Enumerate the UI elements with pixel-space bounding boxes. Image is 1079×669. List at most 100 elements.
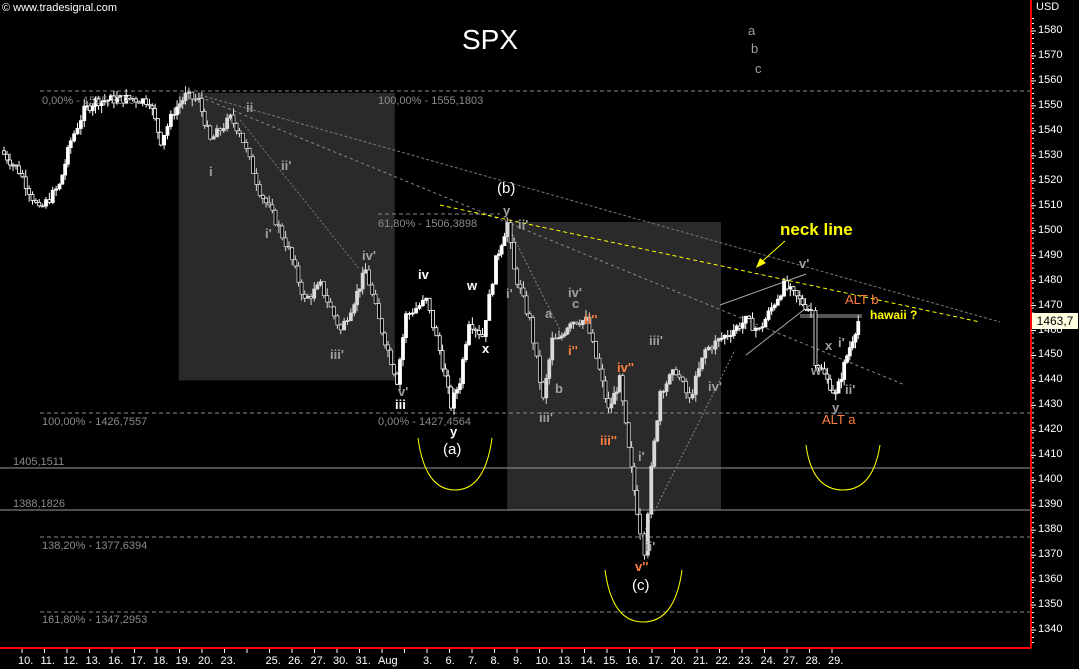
- price-bar: [280, 223, 285, 241]
- price-bar: [299, 279, 304, 301]
- price-bar: [794, 289, 799, 303]
- x-tick-label: Aug: [378, 655, 398, 667]
- wave-label: a: [545, 306, 553, 321]
- wave-label: iv': [362, 248, 376, 263]
- x-tick-label: 23.: [738, 655, 754, 667]
- price-bar: [496, 249, 501, 261]
- price-bar: [590, 329, 595, 344]
- wave-label: c: [755, 61, 762, 76]
- price-bar: [404, 311, 408, 344]
- price-bar: [377, 298, 381, 320]
- price-bar: [424, 297, 429, 304]
- y-tick-label: 1520: [1038, 173, 1063, 186]
- price-bar: [845, 354, 849, 364]
- price-bar: [559, 332, 564, 341]
- price-bar: [407, 311, 412, 320]
- price-bar: [90, 103, 95, 116]
- x-tick-label: 19.: [175, 655, 191, 667]
- price-bar: [158, 131, 163, 147]
- price-bar: [5, 150, 9, 164]
- price-bar: [446, 369, 451, 394]
- currency-label: USD: [1036, 1, 1060, 13]
- wave-label: iii': [330, 347, 344, 362]
- wave-label: v': [398, 384, 409, 399]
- y-tick-label: 1480: [1038, 273, 1063, 286]
- price-bar: [440, 344, 445, 373]
- price-bar: [105, 99, 110, 107]
- price-bar: [251, 153, 255, 174]
- price-bar: [658, 389, 663, 426]
- neck-line-label: neck line: [780, 220, 853, 239]
- wave-label: ii': [645, 539, 656, 554]
- price-bar: [562, 331, 567, 338]
- price-bar: [254, 168, 259, 191]
- price-bar: [623, 400, 628, 425]
- wave-label: y: [503, 203, 511, 218]
- wave-label: iv': [708, 379, 722, 394]
- hawaii-label: hawaii ?: [870, 308, 918, 322]
- fib-label: 0,00% - 1555,3325: [42, 95, 135, 107]
- price-bar: [725, 330, 730, 340]
- price-bar: [420, 295, 425, 308]
- price-bar: [270, 198, 275, 214]
- bottom-arc-alt: [805, 444, 881, 491]
- y-tick-label: 1460: [1038, 323, 1063, 336]
- price-bar: [655, 419, 660, 443]
- price-bar: [515, 266, 520, 289]
- price-bar: [836, 378, 841, 394]
- fib-label: 0,00% - 1427,4564: [378, 416, 471, 428]
- price-bar: [240, 132, 245, 143]
- price-bar: [531, 315, 536, 350]
- wave-label: y: [450, 424, 458, 439]
- wave-label: b: [751, 41, 759, 56]
- price-bar: [414, 301, 419, 314]
- price-bar: [494, 255, 498, 285]
- price-bar: [734, 324, 739, 334]
- price-bar: [661, 389, 666, 399]
- wave-label: (c): [632, 577, 650, 594]
- price-bar: [557, 330, 561, 340]
- price-bar: [370, 282, 375, 297]
- x-tick-label: 29.: [828, 655, 844, 667]
- price-bar: [703, 347, 708, 365]
- price-bar: [215, 124, 219, 138]
- price-bar: [847, 341, 852, 361]
- x-tick-label: 16.: [625, 655, 641, 667]
- price-bar: [819, 364, 824, 371]
- chart-title: SPX: [462, 24, 519, 55]
- price-bar: [234, 122, 239, 135]
- price-bar: [455, 386, 459, 399]
- wave-label: (a): [443, 441, 462, 458]
- wave-label: i': [838, 335, 845, 350]
- price-bar: [321, 281, 326, 299]
- price-bar: [40, 203, 45, 208]
- y-tick-label: 1490: [1038, 248, 1063, 261]
- y-tick-label: 1570: [1038, 48, 1063, 61]
- wave-label: v': [799, 256, 810, 271]
- price-bar: [772, 303, 777, 311]
- y-tick-label: 1540: [1038, 123, 1063, 136]
- price-bar: [791, 285, 796, 296]
- price-bar: [600, 363, 605, 388]
- x-tick-label: 12.: [63, 655, 79, 667]
- price-bar: [264, 196, 268, 208]
- price-bar: [257, 180, 262, 198]
- fib-label: 161,80% - 1347,2953: [42, 614, 148, 626]
- price-bar: [816, 364, 821, 372]
- price-bar: [342, 317, 347, 331]
- alt-b-label: ALT b: [845, 292, 879, 307]
- price-bar: [512, 237, 516, 270]
- trend-line-c-up: [639, 349, 736, 541]
- wave-label: x: [825, 338, 833, 353]
- price-bar: [183, 86, 188, 105]
- price-bar: [150, 103, 155, 116]
- price-bar: [17, 160, 21, 175]
- price-bar: [410, 308, 415, 317]
- price-bar: [822, 361, 827, 375]
- wave-label: w: [811, 363, 822, 378]
- price-bar: [684, 378, 689, 399]
- wave-label: iii: [395, 397, 406, 412]
- price-bar: [502, 232, 507, 247]
- x-tick-label: 6.: [445, 655, 455, 667]
